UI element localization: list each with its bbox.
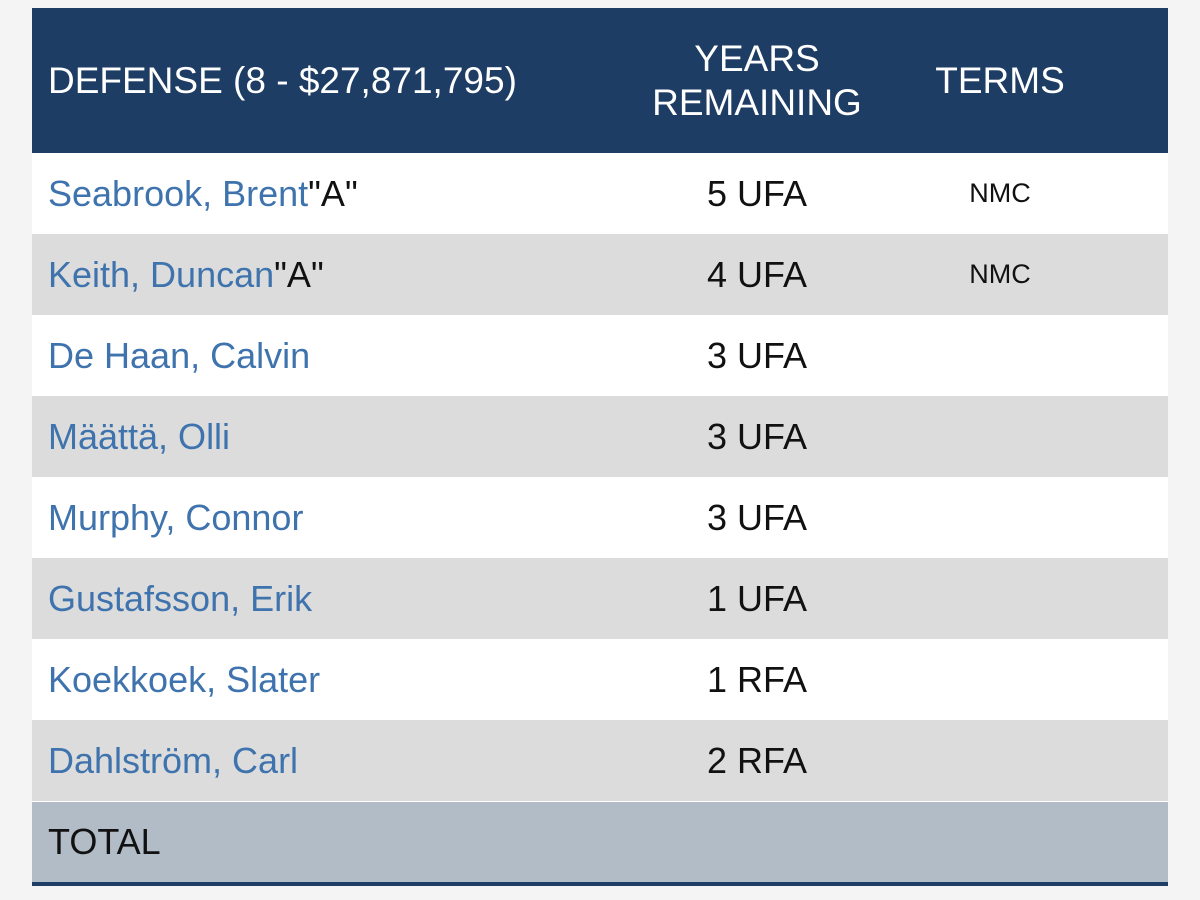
table-row: Gustafsson, Erik 1 UFA <box>32 558 1168 639</box>
years-remaining-cell: 4 UFA <box>706 253 808 295</box>
years-remaining-cell: 2 RFA <box>706 739 808 781</box>
terms-cell <box>902 315 1098 396</box>
player-link[interactable]: Määttä, Olli <box>48 415 231 457</box>
terms-cell <box>902 720 1098 801</box>
table-row: De Haan, Calvin 3 UFA <box>32 315 1168 396</box>
table-row: Seabrook, Brent "A" 5 UFA NMC <box>32 153 1168 234</box>
player-cell: Murphy, Connor <box>48 477 303 558</box>
player-cell: Koekkoek, Slater <box>48 639 320 720</box>
years-remaining-cell: 1 RFA <box>706 658 808 700</box>
table-row: Keith, Duncan "A" 4 UFA NMC <box>32 234 1168 315</box>
terms-cell <box>902 639 1098 720</box>
total-row: TOTAL <box>32 802 1168 886</box>
table-row: Dahlström, Carl 2 RFA <box>32 720 1168 801</box>
terms-cell <box>902 477 1098 558</box>
captain-tag: "A" <box>308 172 358 214</box>
years-remaining-cell: 3 UFA <box>706 496 808 538</box>
header-terms: TERMS <box>935 59 1065 101</box>
terms-cell: NMC <box>969 259 1031 289</box>
years-remaining-cell: 3 UFA <box>706 415 808 457</box>
table-row: Koekkoek, Slater 1 RFA <box>32 639 1168 720</box>
player-cell: De Haan, Calvin <box>48 315 310 396</box>
player-link[interactable]: Gustafsson, Erik <box>48 577 313 619</box>
player-cell: Seabrook, Brent "A" <box>48 153 358 234</box>
table-header: DEFENSE (8 - $27,871,795) YEARS REMAININ… <box>32 8 1168 153</box>
total-label: TOTAL <box>48 821 161 862</box>
player-cell: Määttä, Olli <box>48 396 230 477</box>
player-cell: Dahlström, Carl <box>48 720 298 801</box>
table-row: Määttä, Olli 3 UFA <box>32 396 1168 477</box>
terms-cell: NMC <box>969 178 1031 208</box>
player-link[interactable]: Dahlström, Carl <box>48 739 299 781</box>
player-cell: Gustafsson, Erik <box>48 558 312 639</box>
captain-tag: "A" <box>274 253 324 295</box>
player-cell: Keith, Duncan "A" <box>48 234 324 315</box>
player-link[interactable]: Keith, Duncan <box>48 253 275 295</box>
years-remaining-cell: 5 UFA <box>706 172 808 214</box>
years-remaining-cell: 3 UFA <box>706 334 808 376</box>
player-link[interactable]: De Haan, Calvin <box>48 334 311 376</box>
header-defense-summary: DEFENSE (8 - $27,871,795) <box>48 59 517 101</box>
years-remaining-cell: 1 UFA <box>706 577 808 619</box>
table-row: Murphy, Connor 3 UFA <box>32 477 1168 558</box>
player-link[interactable]: Murphy, Connor <box>48 496 304 538</box>
header-years-line2: REMAINING <box>652 81 862 123</box>
player-link[interactable]: Koekkoek, Slater <box>48 658 321 700</box>
table-body: Seabrook, Brent "A" 5 UFA NMC Keith, Dun… <box>32 153 1168 801</box>
header-years-line1: YEARS <box>694 37 820 79</box>
terms-cell <box>902 558 1098 639</box>
player-link[interactable]: Seabrook, Brent <box>48 172 309 214</box>
terms-cell <box>902 396 1098 477</box>
defense-contracts-table: DEFENSE (8 - $27,871,795) YEARS REMAININ… <box>32 8 1168 886</box>
header-years-remaining: YEARS REMAINING <box>612 8 902 153</box>
